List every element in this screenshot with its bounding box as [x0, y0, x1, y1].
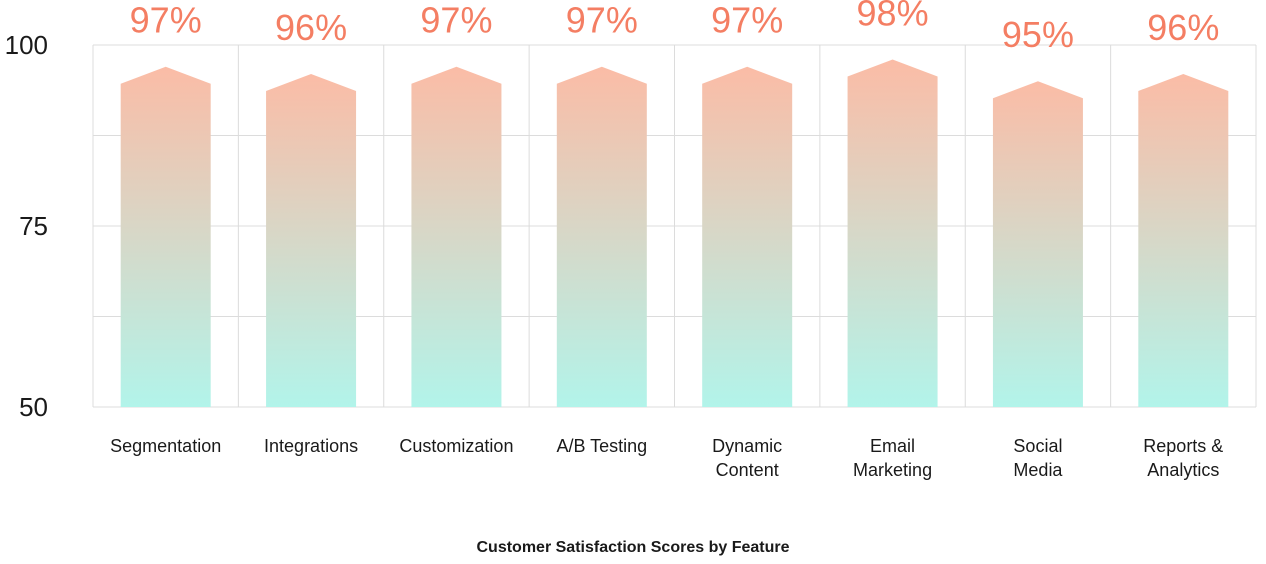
- bar: [992, 81, 1083, 407]
- x-tick-label: Content: [716, 460, 779, 480]
- y-tick-label: 50: [19, 392, 48, 422]
- bar: [847, 59, 938, 407]
- data-label: 98%: [857, 0, 929, 33]
- bar: [120, 66, 211, 407]
- x-tick-label: Segmentation: [110, 436, 221, 456]
- x-tick-label: A/B Testing: [556, 436, 647, 456]
- x-tick-label: Dynamic: [712, 436, 782, 456]
- data-label: 97%: [130, 0, 202, 41]
- x-tick-label: Marketing: [853, 460, 932, 480]
- chart-title: Customer Satisfaction Scores by Feature: [477, 539, 790, 556]
- bar: [702, 66, 793, 407]
- x-tick-label: Reports &: [1143, 436, 1223, 456]
- data-label: 97%: [566, 0, 638, 41]
- data-labels: 97% 96% 97% 97% 97% 98% 95% 96%: [130, 0, 1220, 55]
- x-tick-label: Media: [1013, 460, 1063, 480]
- x-tick-label: Integrations: [264, 436, 358, 456]
- bar: [411, 66, 502, 407]
- y-tick-label: 75: [19, 211, 48, 241]
- data-label: 96%: [1147, 7, 1219, 48]
- y-axis-ticks: 50 75 100: [5, 30, 48, 422]
- data-label: 97%: [420, 0, 492, 41]
- bar: [556, 66, 647, 407]
- bars: [120, 59, 1229, 408]
- data-label: 96%: [275, 7, 347, 48]
- bar: [266, 73, 357, 408]
- x-tick-label: Analytics: [1147, 460, 1219, 480]
- x-axis-ticks: Segmentation Integrations Customization A/B…: [110, 436, 1223, 480]
- x-tick-label: Social: [1013, 436, 1062, 456]
- bar: [1138, 73, 1229, 408]
- x-tick-label: Customization: [399, 436, 513, 456]
- data-label: 97%: [711, 0, 783, 41]
- data-label: 95%: [1002, 14, 1074, 55]
- x-tick-label: Email: [870, 436, 915, 456]
- y-tick-label: 100: [5, 30, 48, 60]
